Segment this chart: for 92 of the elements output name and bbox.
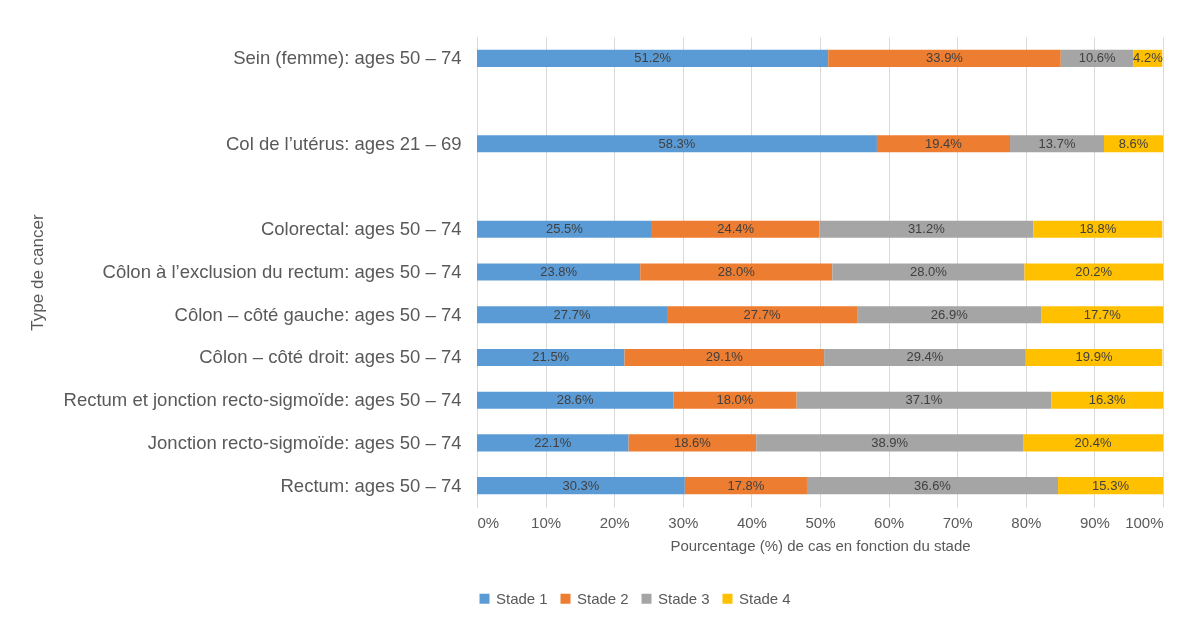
bar [477,263,641,281]
bar [796,391,1052,409]
data-label: 18.0% [716,392,754,408]
bar [1024,263,1163,281]
bar [806,477,1059,495]
y-tick-label: Côlon à l’exclusion du rectum: ages 50 – 74 [102,261,462,282]
data-label: 19.4% [925,135,963,151]
legend-label: Stade 1 [496,589,548,607]
data-label: 28.6% [556,392,594,408]
y-tick-label: Rectum et jonction recto-sigmoïde: ages 50 – 74 [63,389,462,411]
x-tick-label: 30% [668,513,699,531]
data-label: 18.8% [1079,221,1117,237]
y-tick-label: Jonction recto-sigmoïde: ages 50 – 74 [147,431,462,453]
data-label: 51.2% [634,50,672,66]
y-tick-label: Rectum: ages 50 – 74 [280,474,462,496]
data-label: 31.2% [907,221,946,237]
bar [824,348,1026,366]
data-label: 21.5% [532,349,570,365]
bar [477,434,629,452]
x-tick-label: 10% [531,513,562,531]
data-label: 30.3% [562,477,600,493]
data-label: 22.1% [534,434,572,450]
data-label: 13.7% [1038,135,1076,151]
data-label: 20.4% [1074,434,1112,450]
bar [477,348,625,366]
data-label: 37.1% [905,392,943,408]
data-label: 38.9% [871,434,909,450]
data-label: 36.6% [914,477,952,493]
data-label: 16.3% [1088,392,1126,408]
data-label: 19.9% [1075,349,1113,365]
bar [477,49,829,67]
data-label: 25.5% [546,221,584,237]
data-label: 27.7% [553,306,591,322]
bar [673,391,797,409]
y-tick-label: Colorectal: ages 50 – 74 [260,218,462,240]
bar [1023,434,1163,452]
bar [651,220,820,238]
data-label: 24.4% [717,221,755,237]
bar [628,434,757,452]
y-tick-label: Col de l’utérus: ages 21 – 69 [225,132,462,154]
legend-label: Stade 2 [577,589,629,607]
x-tick-label: 50% [805,513,836,531]
data-label: 20.2% [1075,264,1113,279]
x-tick-label: 0% [477,513,500,531]
x-tick-label: 70% [942,513,973,531]
bar [477,306,668,324]
bar [832,263,1025,281]
bar [756,434,1024,452]
bar [1033,220,1163,238]
x-tick-label: 40% [736,513,767,531]
data-label: 15.3% [1092,477,1130,493]
y-tick-label: Côlon – côté droit: ages 50 – 74 [199,346,462,368]
x-axis-title: Pourcentage (%) de cas en fonction du stade [670,536,971,554]
data-label: 26.9% [930,306,969,322]
data-label: 29.4% [906,349,944,365]
x-tick-label: 100% [1125,513,1164,531]
bar [640,263,833,281]
y-axis-title: Type de cancer [27,214,47,331]
data-label: 17.7% [1083,306,1122,322]
data-label: 29.1% [705,349,744,365]
data-label: 17.8% [727,477,765,493]
x-tick-label: 80% [1011,513,1042,531]
y-tick-label: Côlon – côté gauche: ages 50 – 74 [174,303,462,325]
bar [477,477,685,495]
bar [857,306,1042,324]
x-tick-label: 60% [874,513,905,531]
legend-label: Stade 3 [658,589,710,607]
x-tick-label: 90% [1079,513,1110,531]
data-label: 28.0% [909,264,948,279]
bar [477,135,877,153]
bar [1041,306,1163,324]
data-label: 23.8% [540,264,578,279]
data-label: 58.3% [658,135,696,151]
bar [667,306,858,324]
bar [477,391,674,409]
bar [477,220,652,238]
legend-label: Stade 4 [739,589,791,607]
data-label: 8.6% [1118,135,1149,151]
y-tick-label: Sein (femme): ages 50 – 74 [233,47,462,69]
bar [624,348,825,366]
bar [684,477,807,495]
data-label: 10.6% [1078,50,1117,66]
x-tick-label: 20% [599,513,630,531]
bar [828,49,1061,67]
bar [876,135,1011,153]
bar [1025,348,1163,366]
data-label: 33.9% [926,50,964,66]
data-label: 28.0% [717,264,756,279]
data-label: 18.6% [673,434,712,450]
bar [1051,391,1163,409]
bar [819,220,1034,238]
data-label: 27.7% [743,306,781,322]
